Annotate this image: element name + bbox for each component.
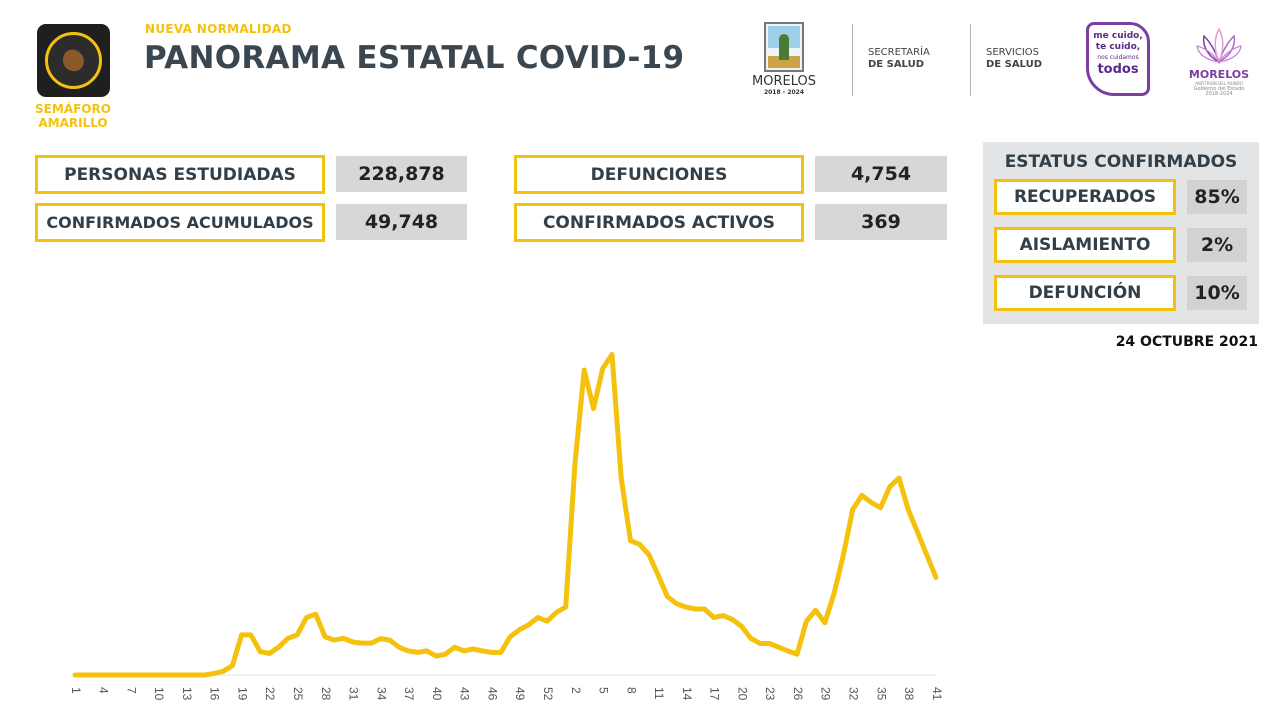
mecuido-line2: te cuido, — [1095, 42, 1141, 52]
x-tick-label: 37 — [402, 687, 416, 701]
x-tick-label: 26 — [791, 687, 805, 701]
x-tick-label: 5 — [597, 687, 611, 694]
activos-label: CONFIRMADOS ACTIVOS — [514, 203, 804, 242]
servicios-line2: DE SALUD — [986, 59, 1042, 70]
morelos-seal-logo — [764, 22, 804, 72]
defunciones-value: 4,754 — [815, 156, 947, 192]
x-tick-label: 23 — [763, 687, 777, 701]
recuperados-value: 85% — [1187, 180, 1247, 214]
x-tick-label: 19 — [235, 687, 249, 701]
seal-ground — [768, 56, 800, 68]
acumulados-value: 49,748 — [336, 204, 467, 240]
estudiadas-label: PERSONAS ESTUDIADAS — [35, 155, 325, 194]
semaforo-icon — [37, 24, 110, 97]
morelos-logo-years: 2018 - 2024 — [763, 89, 805, 96]
servicios-line1: SERVICIOS — [986, 47, 1040, 58]
mecuido-line4: todos — [1097, 62, 1139, 77]
x-tick-label: 16 — [208, 687, 222, 701]
x-tick-labels: 1 4 7 10 13 16 19 22 25 28 31 34 37 40 43 46 49 52 2 5 8 11 14… — [69, 687, 944, 701]
defunciones-label: DEFUNCIONES — [514, 155, 804, 194]
gobierno-logo-years: 2018-2024 — [1205, 91, 1233, 97]
estudiadas-value: 228,878 — [336, 156, 467, 192]
x-tick-label: 38 — [902, 687, 916, 701]
morelos-map-icon — [61, 48, 86, 73]
recuperados-label: RECUPERADOS — [994, 179, 1176, 215]
x-tick-label: 22 — [263, 687, 277, 701]
x-tick-label: 8 — [624, 687, 638, 694]
x-tick-label: 11 — [652, 687, 666, 700]
x-tick-label: 1 — [69, 687, 83, 694]
x-tick-label: 32 — [847, 687, 861, 701]
x-tick-label: 4 — [97, 687, 111, 694]
x-tick-label: 2 — [569, 687, 583, 694]
x-tick-label: 49 — [513, 687, 527, 701]
defuncion-value: 10% — [1187, 276, 1247, 310]
x-tick-label: 43 — [458, 687, 472, 701]
logo-divider — [852, 24, 853, 96]
x-tick-label: 40 — [430, 687, 444, 701]
gobierno-logo-sub: ANFITRIÓN DEL MUNDO — [1195, 81, 1243, 86]
semaforo-label: SEMÁFORO AMARILLO — [35, 102, 111, 130]
series-line-group — [72, 352, 939, 678]
x-tick-label: 10 — [152, 687, 166, 701]
aislamiento-value: 2% — [1187, 228, 1247, 262]
report-date: 24 OCTUBRE 2021 — [1115, 334, 1258, 350]
gobierno-logo-name: MORELOS — [1188, 68, 1250, 81]
x-tick-label: 35 — [874, 687, 888, 701]
x-tick-label: 52 — [541, 687, 555, 701]
acumulados-label: CONFIRMADOS ACUMULADOS — [35, 203, 325, 242]
x-tick-label: 20 — [735, 687, 749, 701]
status-panel: ESTATUS CONFIRMADOS RECUPERADOS 85% AISL… — [983, 142, 1259, 324]
aislamiento-label: AISLAMIENTO — [994, 227, 1176, 263]
x-tick-label: 14 — [680, 687, 694, 701]
morelos-logo-name: MORELOS — [752, 74, 816, 89]
logo-divider — [970, 24, 971, 96]
traffic-light-circle — [45, 32, 102, 89]
kicker: NUEVA NORMALIDAD — [145, 22, 292, 36]
series-line — [72, 352, 939, 678]
x-tick-label: 13 — [180, 687, 194, 701]
activos-value: 369 — [815, 204, 947, 240]
me-cuido-logo: me cuido, te cuido, nos cuidamos todos — [1086, 22, 1150, 96]
x-tick-label: 46 — [485, 687, 499, 701]
x-tick-label: 7 — [124, 687, 138, 694]
morelos-flower-logo — [1196, 27, 1242, 64]
seal-tree — [779, 34, 789, 60]
gobierno-logo-line: Gobierno del Estado — [1193, 86, 1245, 92]
x-tick-label: 29 — [819, 687, 833, 701]
defuncion-label: DEFUNCIÓN — [994, 275, 1176, 311]
x-tick-label: 34 — [374, 687, 388, 701]
mecuido-line3: nos cuidamos — [1097, 54, 1139, 61]
x-tick-label: 31 — [347, 687, 361, 701]
x-tick-label: 25 — [291, 687, 305, 701]
secretaria-line1: SECRETARÍA — [868, 47, 930, 58]
mecuido-line1: me cuido, — [1093, 31, 1143, 41]
x-tick-label: 41 — [930, 687, 944, 701]
cases-line-chart: 1 4 7 10 13 16 19 22 25 28 31 34 37 40 43 46 49 52 2 5 8 11 14… — [69, 352, 944, 701]
secretaria-line2: DE SALUD — [868, 59, 924, 70]
page-title: PANORAMA ESTATAL COVID-19 — [144, 40, 685, 76]
status-title: ESTATUS CONFIRMADOS — [1004, 152, 1238, 172]
x-tick-label: 17 — [708, 687, 722, 701]
x-tick-label: 28 — [319, 687, 333, 701]
